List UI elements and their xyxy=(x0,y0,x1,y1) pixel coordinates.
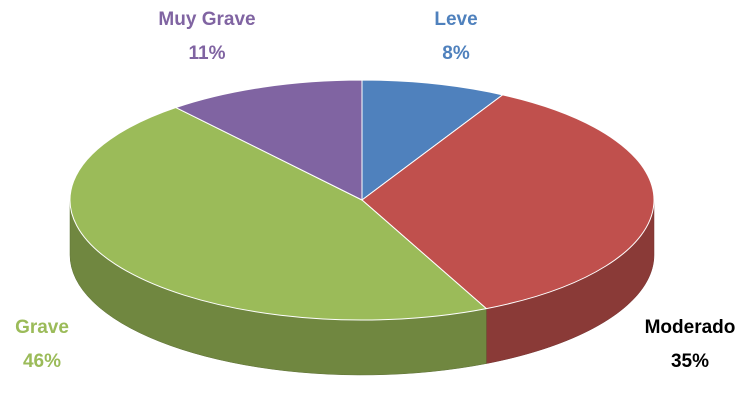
slice-top xyxy=(69,106,488,321)
slice xyxy=(174,79,363,201)
slice-top xyxy=(174,79,363,201)
slice-label: Moderado xyxy=(645,317,736,338)
slice-label: Grave xyxy=(15,317,69,338)
slice xyxy=(361,79,504,201)
slice-top xyxy=(361,79,504,201)
slice xyxy=(361,94,655,364)
slice-label: Leve xyxy=(434,9,477,30)
slice-value-label: 11% xyxy=(189,43,226,64)
slice-value-label: 35% xyxy=(671,351,709,372)
slice-top xyxy=(361,94,655,310)
slice-label: Muy Grave xyxy=(158,9,255,30)
slice-value-label: 8% xyxy=(442,43,470,64)
slice-value-label: 46% xyxy=(23,351,61,372)
slice xyxy=(69,106,488,376)
